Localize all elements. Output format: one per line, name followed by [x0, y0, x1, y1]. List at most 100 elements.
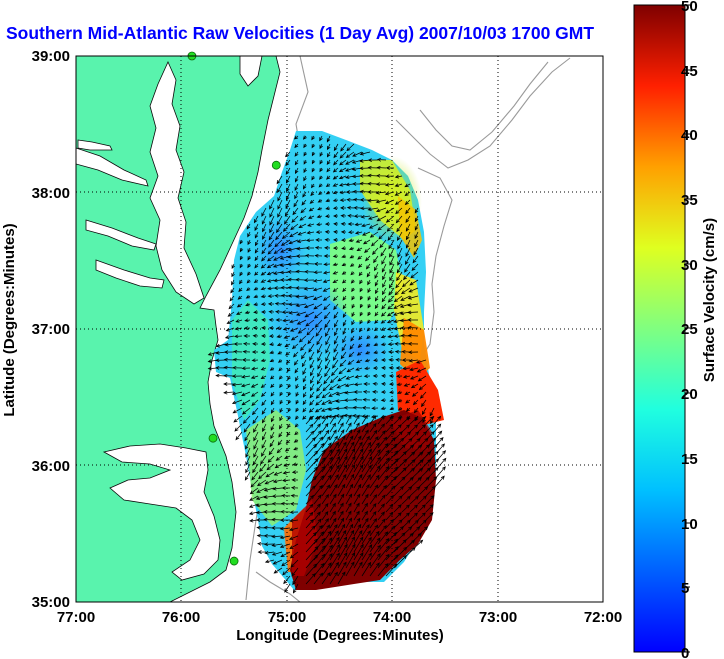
- velocity-arrow: [260, 342, 267, 346]
- velocity-arrow: [373, 350, 379, 355]
- station-markers: [187, 51, 281, 566]
- velocity-arrow: [343, 398, 355, 403]
- velocity-arrow: [348, 238, 355, 243]
- velocity-arrow: [294, 423, 299, 428]
- velocity-arrow: [321, 422, 329, 433]
- velocity-arrow: [329, 448, 340, 465]
- velocity-arrow: [287, 269, 299, 274]
- velocity-arrow: [377, 449, 390, 465]
- velocity-arrow: [396, 390, 403, 395]
- velocity-arrow: [433, 415, 442, 425]
- velocity-arrow: [251, 350, 258, 354]
- velocity-arrow: [345, 561, 355, 577]
- velocity-arrow: [353, 441, 363, 457]
- velocity-arrow: [367, 311, 372, 317]
- velocity-arrow: [350, 279, 355, 284]
- velocity-arrow: [386, 223, 395, 232]
- velocity-arrow: [305, 450, 319, 465]
- velocity-arrow: [370, 239, 379, 247]
- velocity-arrow: [309, 383, 315, 392]
- velocity-arrow: [409, 424, 419, 433]
- velocity-arrow: [261, 310, 266, 314]
- velocity-arrow: [369, 429, 378, 441]
- velocity-arrow: [350, 271, 355, 276]
- velocity-arrow: [295, 415, 299, 421]
- velocity-arrow: [359, 198, 371, 202]
- velocity-arrow: [333, 230, 339, 234]
- colorbar-tick-label: 15: [681, 451, 698, 468]
- velocity-arrow: [361, 524, 370, 537]
- velocity-arrow: [387, 303, 395, 310]
- velocity-arrow: [385, 503, 394, 513]
- velocity-arrow: [419, 391, 427, 399]
- velocity-arrow: [372, 390, 379, 394]
- velocity-arrow: [284, 207, 291, 217]
- velocity-arrow: [332, 295, 339, 302]
- velocity-arrow: [276, 334, 283, 339]
- velocity-arrow: [381, 374, 387, 378]
- velocity-arrow: [253, 215, 259, 224]
- velocity-arrow: [345, 375, 355, 380]
- velocity-arrow: [322, 295, 331, 301]
- velocity-arrow: [327, 399, 339, 404]
- velocity-arrow: [361, 464, 372, 481]
- velocity-arrow: [333, 143, 339, 152]
- velocity-arrow: [414, 239, 419, 248]
- velocity-arrow: [349, 254, 355, 259]
- velocity-arrow: [356, 247, 363, 251]
- velocity-arrow: [325, 343, 331, 354]
- velocity-arrow: [270, 383, 275, 389]
- velocity-arrow: [354, 231, 363, 235]
- velocity-arrow: [369, 544, 381, 561]
- velocity-arrow: [409, 486, 421, 497]
- velocity-arrow: [401, 279, 411, 288]
- velocity-arrow: [417, 424, 427, 433]
- velocity-arrow: [365, 343, 371, 347]
- velocity-arrow: [231, 391, 243, 396]
- velocity-arrow: [269, 375, 275, 380]
- x-tick-label: 72:00: [584, 609, 622, 626]
- velocity-arrow: [239, 255, 244, 261]
- velocity-arrow: [361, 552, 372, 569]
- velocity-arrow: [260, 263, 267, 269]
- velocity-arrow: [385, 538, 399, 553]
- velocity-arrow: [329, 464, 340, 481]
- velocity-arrow: [252, 342, 259, 346]
- chart-title: Southern Mid-Atlantic Raw Velocities (1 …: [6, 23, 595, 43]
- velocity-arrow: [364, 255, 371, 262]
- velocity-arrow: [303, 143, 307, 149]
- velocity-arrow: [260, 294, 267, 299]
- velocity-arrow: [393, 539, 407, 553]
- velocity-arrow: [294, 175, 299, 183]
- velocity-arrow: [329, 517, 337, 529]
- velocity-arrow: [417, 444, 431, 457]
- velocity-arrow: [275, 318, 282, 322]
- velocity-arrow: [339, 198, 347, 202]
- velocity-arrow: [316, 375, 323, 385]
- velocity-arrow: [313, 449, 326, 465]
- velocity-arrow: [341, 238, 347, 242]
- velocity-arrow: [269, 366, 275, 371]
- velocity-arrow: [301, 199, 307, 206]
- velocity-arrow: [385, 546, 399, 561]
- velocity-arrow: [305, 531, 317, 545]
- velocity-arrow: [295, 261, 307, 266]
- velocity-arrow: [293, 438, 299, 443]
- velocity-arrow: [261, 447, 267, 457]
- velocity-arrow: [246, 279, 251, 284]
- velocity-arrow: [361, 483, 370, 497]
- velocity-arrow: [359, 279, 363, 285]
- velocity-arrow: [271, 543, 283, 547]
- velocity-arrow: [253, 431, 259, 442]
- velocity-arrow: [326, 175, 331, 180]
- velocity-arrow: [332, 287, 339, 293]
- velocity-arrow: [359, 173, 371, 178]
- velocity-arrow: [310, 191, 315, 197]
- velocity-arrow: [417, 476, 430, 489]
- velocity-arrow: [417, 512, 426, 521]
- velocity-arrow: [268, 326, 275, 330]
- velocity-arrow: [353, 414, 360, 425]
- velocity-arrow: [319, 143, 323, 150]
- y-tick-label: 38:00: [32, 185, 70, 202]
- velocity-arrow: [362, 231, 371, 236]
